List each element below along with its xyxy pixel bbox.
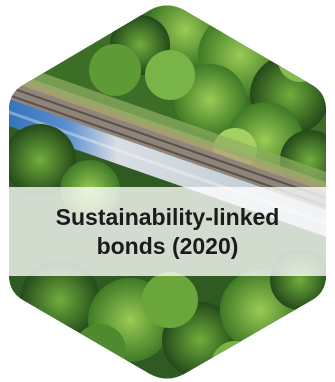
caption-line-2: bonds (2020)	[96, 233, 239, 259]
caption-line-1: Sustainability-linked	[55, 204, 280, 230]
caption-background	[0, 187, 335, 276]
tile-caption: Sustainability-linked bonds (2020)	[0, 203, 335, 261]
